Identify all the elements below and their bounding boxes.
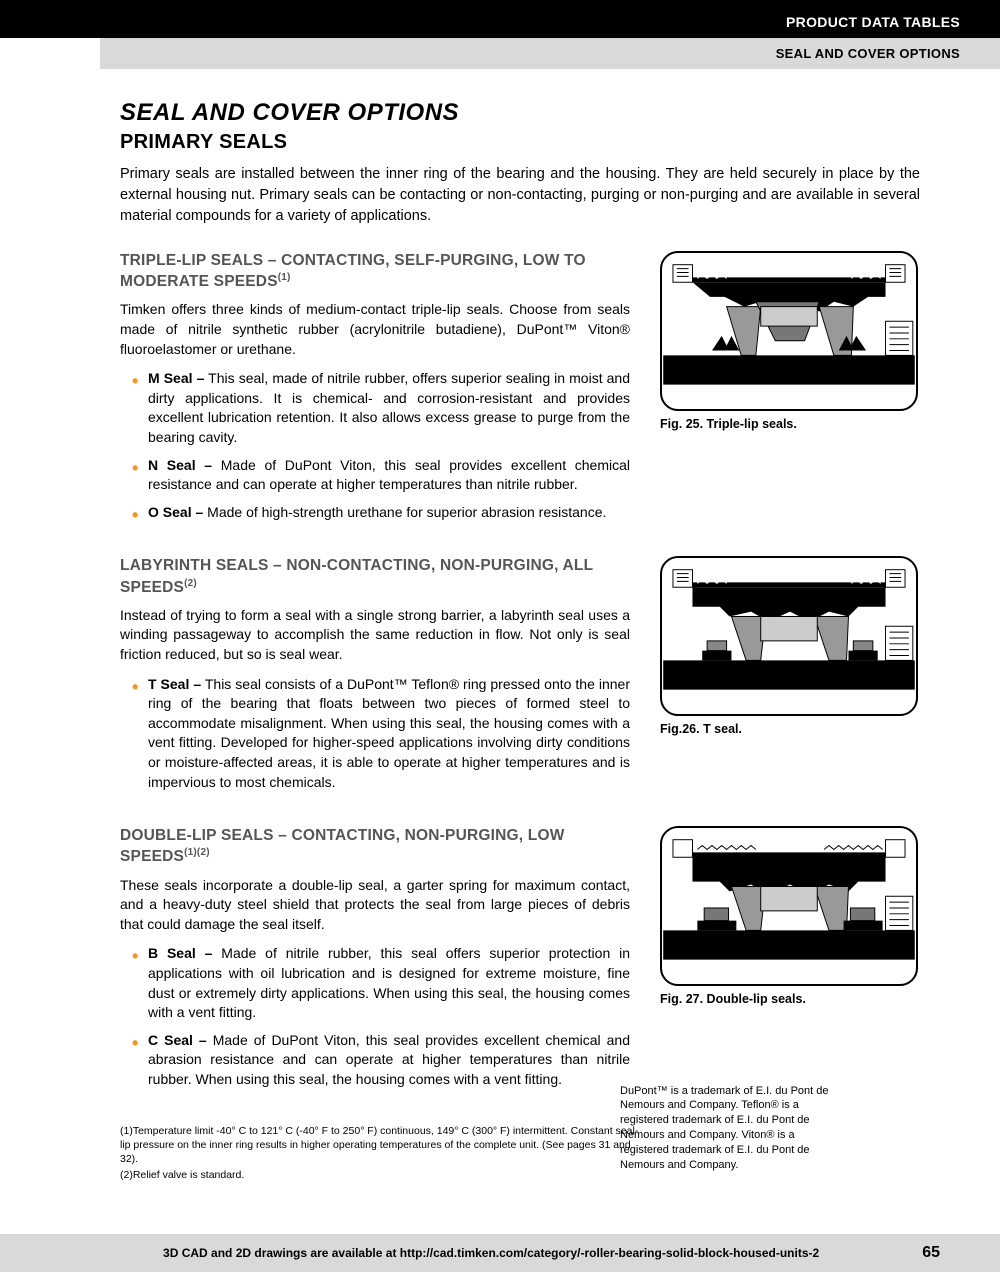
section-heading: LABYRINTH SEALS – NON-CONTACTING, NON-PU… — [120, 556, 630, 597]
section-para: Instead of trying to form a seal with a … — [120, 606, 630, 665]
footer: 3D CAD and 2D drawings are available at … — [0, 1234, 1000, 1272]
page-number: 65 — [922, 1244, 940, 1262]
footnote-2: (2)Relief valve is standard. — [120, 1168, 640, 1182]
list-item: T Seal – This seal consists of a DuPont™… — [136, 675, 630, 793]
section-heading: DOUBLE-LIP SEALS – CONTACTING, NON-PURGI… — [120, 826, 630, 867]
list-item: O Seal – Made of high-strength urethane … — [136, 503, 630, 523]
page-subtitle: PRIMARY SEALS — [120, 131, 920, 154]
header-seal-cover: SEAL AND COVER OPTIONS — [100, 38, 1000, 69]
trademark-notice: DuPont™ is a trademark of E.I. du Pont d… — [620, 1084, 840, 1173]
footer-text: 3D CAD and 2D drawings are available at … — [60, 1246, 922, 1260]
header-product-tables: PRODUCT DATA TABLES — [0, 0, 1000, 38]
figure-caption: Fig. 27. Double-lip seals. — [660, 992, 920, 1006]
bullet-list: T Seal – This seal consists of a DuPont™… — [120, 675, 630, 793]
footnote-1: (1)Temperature limit -40° C to 121° C (-… — [120, 1124, 640, 1167]
bullet-list: B Seal – Made of nitrile rubber, this se… — [120, 944, 630, 1089]
page-content: SEAL AND COVER OPTIONS PRIMARY SEALS Pri… — [0, 69, 1000, 1204]
figure-caption: Fig. 25. Triple-lip seals. — [660, 417, 920, 431]
section-triple-lip: TRIPLE-LIP SEALS – CONTACTING, SELF-PURG… — [120, 251, 920, 530]
section-para: These seals incorporate a double-lip sea… — [120, 876, 630, 935]
bullet-list: M Seal – This seal, made of nitrile rubb… — [120, 369, 630, 522]
figure-25 — [660, 251, 918, 411]
footnotes: (1)Temperature limit -40° C to 121° C (-… — [120, 1124, 640, 1183]
figure-caption: Fig.26. T seal. — [660, 722, 920, 736]
section-labyrinth: LABYRINTH SEALS – NON-CONTACTING, NON-PU… — [120, 556, 920, 800]
list-item: N Seal – Made of DuPont Viton, this seal… — [136, 456, 630, 495]
list-item: C Seal – Made of DuPont Viton, this seal… — [136, 1031, 630, 1090]
section-double-lip: DOUBLE-LIP SEALS – CONTACTING, NON-PURGI… — [120, 826, 920, 1097]
list-item: B Seal – Made of nitrile rubber, this se… — [136, 944, 630, 1022]
list-item: M Seal – This seal, made of nitrile rubb… — [136, 369, 630, 447]
figure-27 — [660, 826, 918, 986]
section-para: Timken offers three kinds of medium-cont… — [120, 300, 630, 359]
section-heading: TRIPLE-LIP SEALS – CONTACTING, SELF-PURG… — [120, 251, 630, 292]
page-title: SEAL AND COVER OPTIONS — [120, 99, 920, 127]
intro-paragraph: Primary seals are installed between the … — [120, 164, 920, 227]
figure-26 — [660, 556, 918, 716]
